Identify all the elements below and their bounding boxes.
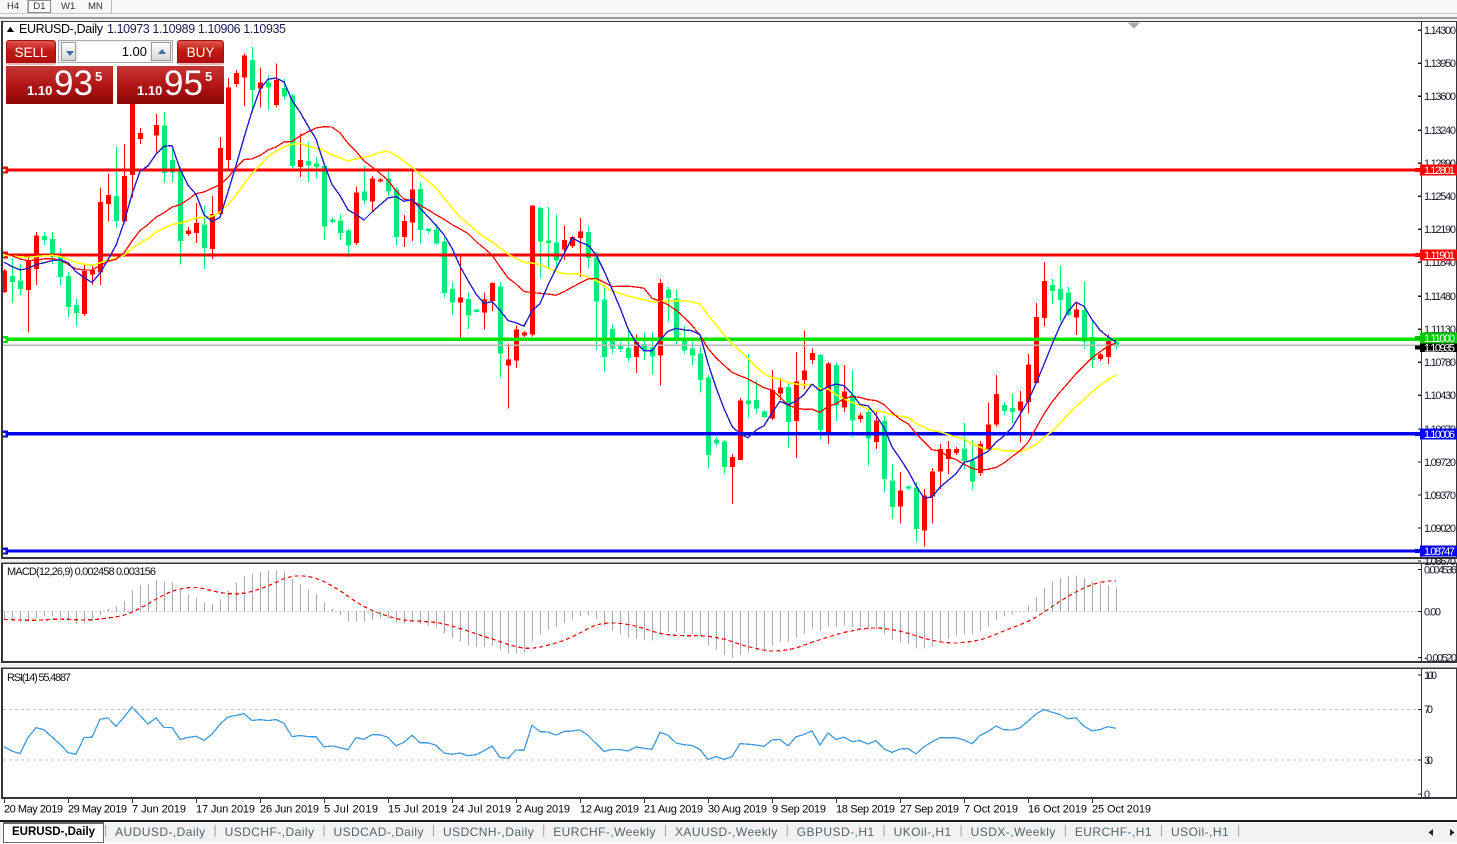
svg-text:1.10973 1.10989 1.10906 1.1093: 1.10973 1.10989 1.10906 1.10935 [107,22,286,36]
svg-text:15 Jul 2019: 15 Jul 2019 [388,804,447,816]
svg-text:1.09720: 1.09720 [1424,457,1456,469]
svg-text:9 Sep 2019: 9 Sep 2019 [772,804,826,816]
svg-text:1.10430: 1.10430 [1424,390,1456,402]
svg-text:1.09020: 1.09020 [1424,523,1456,535]
svg-text:1.12540: 1.12540 [1424,191,1456,203]
svg-text:1.10006: 1.10006 [1424,429,1455,441]
svg-text:0.004536: 0.004536 [1424,564,1457,576]
svg-text:1.13950: 1.13950 [1424,58,1456,70]
svg-text:100: 100 [1424,670,1437,682]
svg-text:5 Jul 2019: 5 Jul 2019 [324,804,378,816]
svg-text:7 Jun 2019: 7 Jun 2019 [132,804,186,816]
svg-text:20 May 2019: 20 May 2019 [4,804,63,816]
svg-text:17 Jun 2019: 17 Jun 2019 [196,804,255,816]
svg-text:29 May 2019: 29 May 2019 [68,804,127,816]
svg-text:2 Aug 2019: 2 Aug 2019 [516,804,570,816]
svg-text:1.11000: 1.11000 [1424,333,1455,345]
svg-text:1.13600: 1.13600 [1424,91,1456,103]
svg-text:70: 70 [1424,704,1433,716]
svg-text:1.11901: 1.11901 [1424,250,1455,262]
svg-text:-0.00520: -0.00520 [1424,652,1457,664]
svg-text:RSI(14) 55.4887: RSI(14) 55.4887 [7,672,71,684]
svg-text:25 Oct 2019: 25 Oct 2019 [1092,804,1151,816]
svg-text:1.10935: 1.10935 [1424,343,1455,355]
svg-text:MACD(12,26,9) 0.002458 0.00315: MACD(12,26,9) 0.002458 0.003156 [7,566,156,578]
svg-text:7 Oct 2019: 7 Oct 2019 [964,804,1018,816]
svg-text:EURUSD-,Daily: EURUSD-,Daily [19,22,104,36]
svg-text:30 Aug 2019: 30 Aug 2019 [708,804,767,816]
svg-text:27 Sep 2019: 27 Sep 2019 [900,804,959,816]
svg-text:0: 0 [1424,789,1430,801]
svg-text:1.12801: 1.12801 [1424,165,1455,177]
svg-text:1.10780: 1.10780 [1424,357,1456,369]
svg-text:24 Jul 2019: 24 Jul 2019 [452,804,511,816]
svg-text:1.08670: 1.08670 [1424,556,1456,568]
svg-text:21 Aug 2019: 21 Aug 2019 [644,804,703,816]
svg-text:30: 30 [1424,755,1433,767]
svg-text:1.13240: 1.13240 [1424,125,1456,137]
svg-text:12 Aug 2019: 12 Aug 2019 [580,804,639,816]
svg-text:16 Oct 2019: 16 Oct 2019 [1028,804,1087,816]
svg-text:1.09370: 1.09370 [1424,490,1456,502]
svg-text:26 Jun 2019: 26 Jun 2019 [260,804,319,816]
svg-text:1.08747: 1.08747 [1424,546,1455,558]
svg-text:18 Sep 2019: 18 Sep 2019 [836,804,895,816]
svg-text:1.14300: 1.14300 [1424,25,1456,37]
svg-text:0.00: 0.00 [1424,606,1441,618]
svg-text:1.12190: 1.12190 [1424,224,1456,236]
svg-text:1.11480: 1.11480 [1424,291,1456,303]
